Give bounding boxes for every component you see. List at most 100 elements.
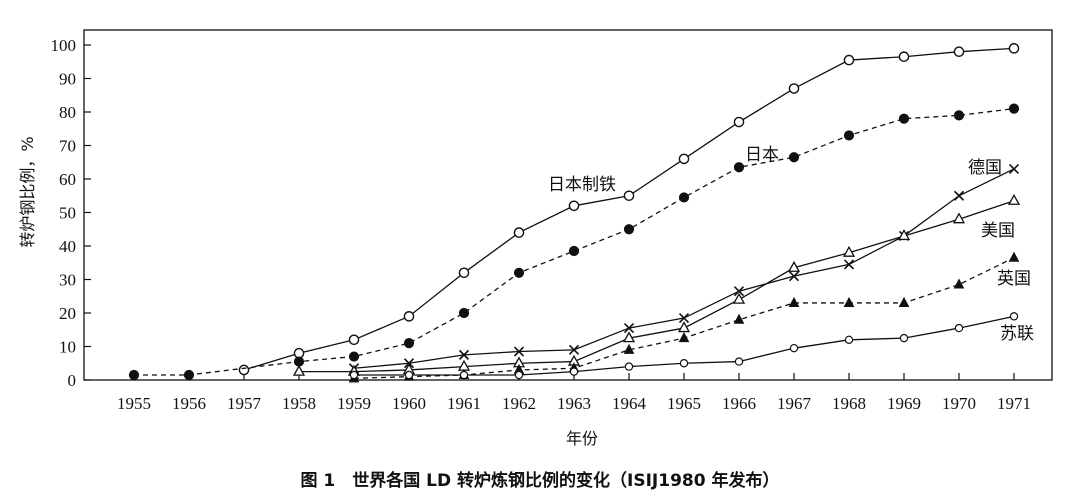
series-layer [128,43,1021,383]
data-point [898,51,910,63]
x-tick-label: 1961 [447,394,481,413]
data-point [678,332,690,343]
data-point [733,162,745,173]
data-point [403,338,415,349]
data-point [293,347,305,359]
series-label: 日本制铁 [548,175,616,195]
data-point [954,323,964,333]
x-tick-label: 1970 [942,394,976,413]
y-axis-title: 转炉钢比例，% [18,136,37,247]
x-axis: 1955 1956 1957 1958 1959 1960 1961 1962 1963 1964… [117,373,1031,413]
data-point [1007,193,1021,205]
y-tick-label: 10 [59,338,76,357]
data-point [349,370,359,380]
data-point [238,364,250,376]
series-line [134,108,1015,376]
data-point [568,344,580,355]
y-tick-label: 70 [59,137,76,156]
data-point [899,333,909,343]
data-point [843,54,855,66]
data-point [678,192,690,203]
data-point [624,362,634,371]
data-point [843,296,855,307]
series-英国 [348,251,1020,383]
x-tick-label: 1958 [282,394,316,413]
data-point [623,343,635,354]
series-line [299,200,1015,373]
data-point [348,351,360,362]
data-point [623,323,635,334]
data-point [128,369,140,381]
data-point [458,349,470,360]
data-point [952,212,966,224]
x-tick-label: 1959 [337,394,371,413]
data-point [733,116,745,128]
data-point [622,331,636,343]
data-point [734,357,744,366]
series-line [243,47,1015,371]
y-tick-label: 60 [59,170,76,189]
series-label: 日本 [745,145,779,165]
data-point [514,370,524,380]
data-point [733,286,745,297]
data-point [733,313,745,324]
data-point [677,321,691,333]
series-label: 英国 [997,269,1031,289]
x-tick-label: 1969 [887,394,921,413]
x-tick-label: 1956 [172,394,206,413]
x-tick-label: 1955 [117,394,151,413]
data-point [843,259,855,270]
data-point [348,334,360,346]
x-tick-label: 1968 [832,394,866,413]
x-tick-label: 1966 [722,394,756,413]
y-tick-label: 0 [68,371,77,390]
x-tick-label: 1965 [667,394,701,413]
y-tick-label: 50 [59,204,76,223]
y-tick-label: 30 [59,271,76,290]
data-point [403,311,415,322]
data-point [844,335,854,344]
x-tick-label: 1963 [557,394,591,413]
data-point [788,152,800,163]
x-tick-label: 1960 [392,394,426,413]
data-point [678,312,690,324]
x-tick-label: 1964 [612,394,647,413]
data-point [513,346,525,357]
data-point [292,364,306,376]
y-tick-label: 90 [59,70,76,89]
series-日本制铁 [238,43,1020,376]
data-point [953,278,965,289]
data-point [1008,251,1020,262]
data-point [404,370,414,380]
data-point [953,46,965,58]
data-point [788,271,800,282]
y-tick-label: 20 [59,304,76,323]
data-point [513,227,525,238]
data-point [513,267,525,278]
x-tick-label: 1967 [777,394,812,413]
series-label: 美国 [981,221,1015,241]
data-point [1008,163,1020,175]
data-point [183,369,195,381]
data-point [623,190,635,202]
data-point [623,224,635,235]
data-point [457,359,471,371]
data-point [842,245,856,257]
y-tick-label: 100 [51,36,77,55]
data-point [787,260,801,272]
y-tick-label: 80 [59,103,76,122]
data-point [843,130,855,141]
x-tick-label: 1957 [227,394,262,413]
data-point [898,296,910,307]
data-point [732,292,746,304]
data-point [458,307,470,319]
data-point [953,190,965,201]
data-point [789,343,799,353]
data-point [568,200,580,212]
data-point [897,229,911,241]
plot-area-frame [83,29,1053,381]
data-point [1008,43,1020,54]
y-tick-label: 40 [59,237,76,256]
series-label: 德国 [968,158,1002,178]
